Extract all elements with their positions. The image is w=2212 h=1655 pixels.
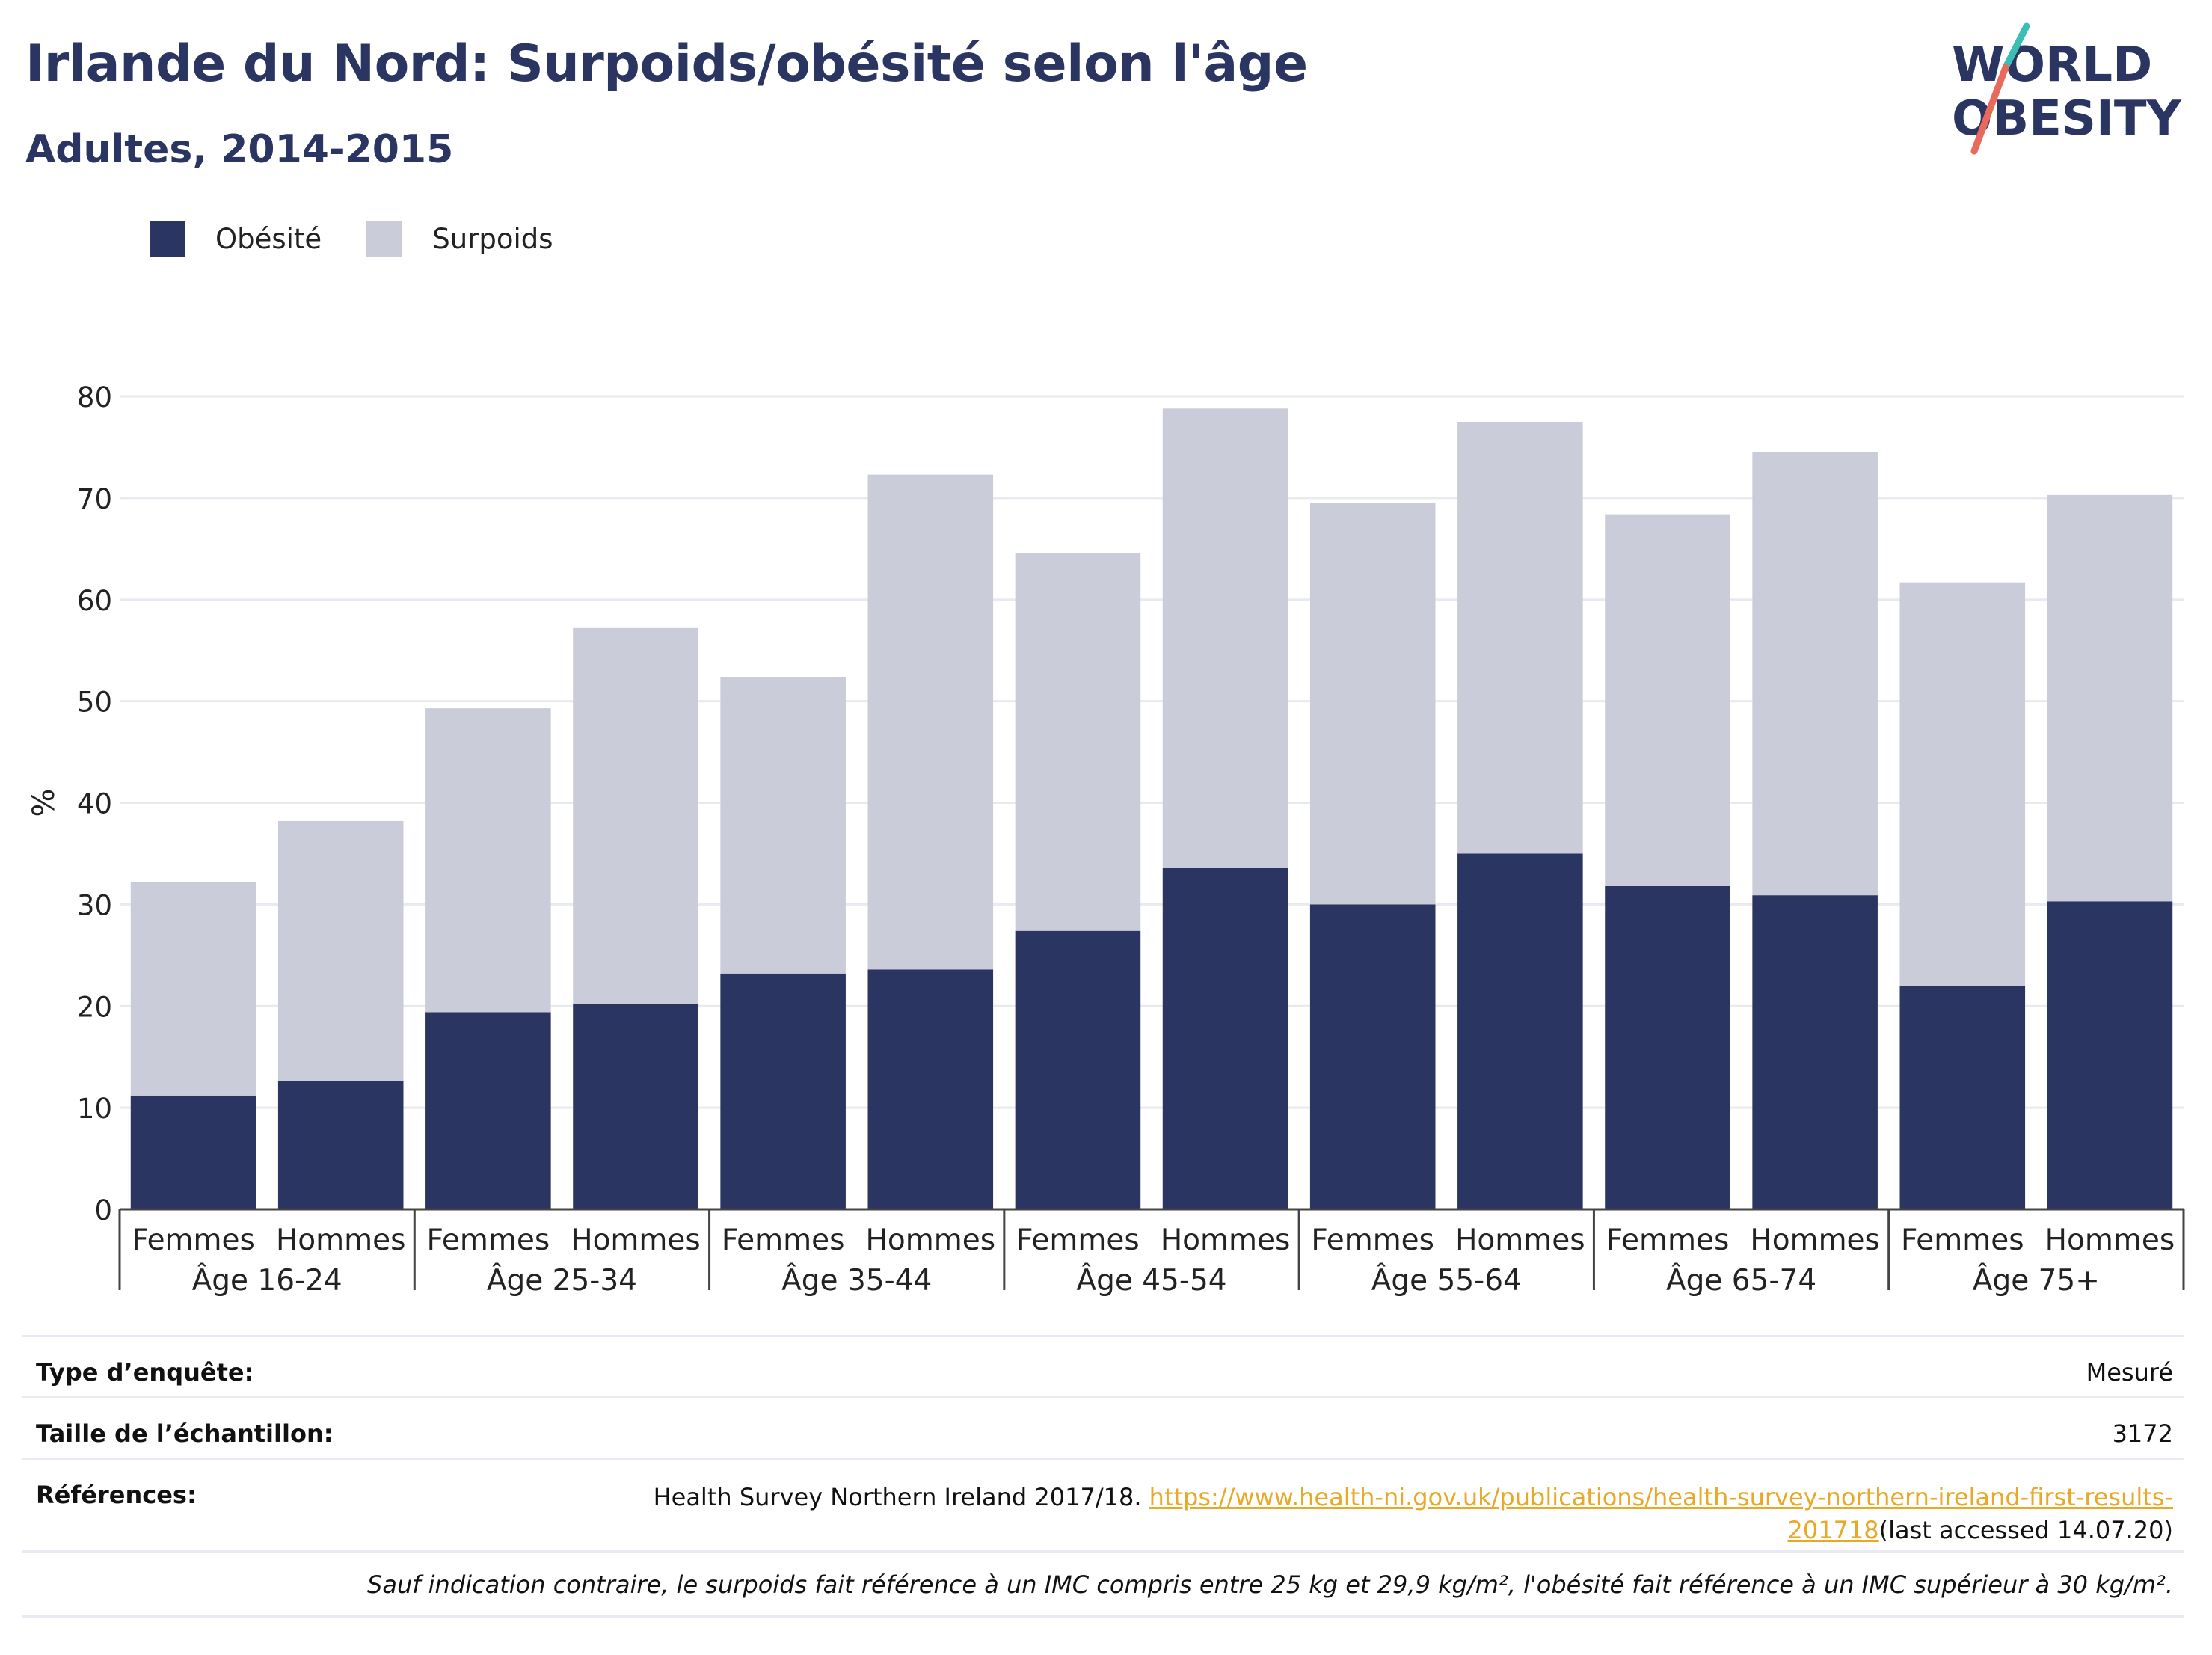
bar-overweight bbox=[1162, 408, 1288, 868]
x-category-label: Femmes bbox=[132, 1223, 255, 1257]
x-category-label: Femmes bbox=[1901, 1223, 2024, 1257]
y-tick-label: 10 bbox=[77, 1093, 112, 1125]
bar-overweight bbox=[425, 708, 551, 1013]
info-row-references: Références: Health Survey Northern Irela… bbox=[22, 1458, 2184, 1553]
x-group-label: Âge 75+ bbox=[1973, 1262, 2100, 1298]
legend-swatch-overweight bbox=[366, 221, 403, 257]
legend-label-obesity: Obésité bbox=[215, 222, 322, 255]
bar-obesity bbox=[1457, 853, 1583, 1209]
bar-obesity bbox=[2047, 901, 2173, 1209]
references-suffix: (last accessed 14.07.20) bbox=[1878, 1516, 2173, 1544]
y-tick-label: 80 bbox=[77, 381, 112, 414]
x-category-label: Femmes bbox=[722, 1223, 845, 1257]
bar-overweight bbox=[1457, 421, 1583, 854]
bar-obesity bbox=[1015, 930, 1141, 1209]
references-value: Health Survey Northern Ireland 2017/18. … bbox=[654, 1481, 2173, 1547]
bar-overweight bbox=[1309, 503, 1436, 905]
x-group-label: Âge 45-54 bbox=[1076, 1262, 1226, 1298]
world-obesity-logo: WORLD OBESITY bbox=[1952, 22, 2181, 155]
bar-overweight bbox=[1605, 514, 1730, 886]
legend-swatch-obesity bbox=[150, 221, 185, 257]
x-category-label: Hommes bbox=[1750, 1223, 1879, 1257]
bar-overweight bbox=[573, 627, 698, 1004]
x-category-label: Femmes bbox=[1016, 1223, 1140, 1257]
x-category-label: Femmes bbox=[1311, 1223, 1434, 1257]
bar-obesity bbox=[1899, 986, 2026, 1209]
sample-size-label: Taille de l’échantillon: bbox=[36, 1419, 334, 1448]
bar-obesity bbox=[425, 1012, 551, 1209]
x-group-label: Âge 16-24 bbox=[192, 1262, 342, 1298]
bar-overweight bbox=[277, 820, 404, 1081]
bar-obesity bbox=[277, 1081, 404, 1209]
bar-obesity bbox=[1162, 868, 1288, 1209]
definition-note: Sauf indication contraire, le surpoids f… bbox=[367, 1570, 2173, 1599]
y-tick-label: 20 bbox=[77, 991, 112, 1023]
references-link[interactable]: https://www.health-ni.gov.uk/publication… bbox=[1149, 1483, 2173, 1511]
x-category-label: Hommes bbox=[276, 1223, 405, 1257]
bar-obesity bbox=[1752, 895, 1878, 1209]
chart-subtitle: Adultes, 2014-2015 bbox=[25, 127, 454, 172]
bar-overweight bbox=[1752, 452, 1878, 896]
legend: Obésité Surpoids bbox=[150, 221, 598, 257]
x-category-label: Hommes bbox=[2045, 1223, 2175, 1257]
bar-obesity bbox=[1605, 885, 1730, 1209]
x-category-label: Hommes bbox=[571, 1223, 700, 1257]
bar-overweight bbox=[867, 474, 994, 970]
y-tick-label: 40 bbox=[77, 788, 112, 820]
bar-overweight bbox=[2047, 494, 2173, 902]
chart-title: Irlande du Nord: Surpoids/obésité selon … bbox=[25, 34, 1308, 93]
y-tick-label: 0 bbox=[94, 1194, 112, 1226]
bar-overweight bbox=[1015, 553, 1141, 931]
x-group-label: Âge 25-34 bbox=[487, 1262, 637, 1298]
x-category-label: Femmes bbox=[1606, 1223, 1730, 1257]
y-tick-label: 30 bbox=[77, 889, 112, 921]
bar-overweight bbox=[130, 882, 256, 1096]
survey-type-value: Mesuré bbox=[2086, 1358, 2173, 1387]
y-tick-label: 70 bbox=[77, 483, 112, 515]
bar-obesity bbox=[1309, 904, 1436, 1209]
survey-type-label: Type d’enquête: bbox=[36, 1358, 254, 1387]
x-category-label: Femmes bbox=[427, 1223, 550, 1257]
y-tick-label: 50 bbox=[77, 687, 112, 719]
bar-overweight bbox=[720, 677, 846, 974]
logo-slash-top bbox=[2002, 22, 2030, 71]
bar-obesity bbox=[573, 1004, 698, 1209]
logo-line1: WORLD bbox=[1952, 37, 2152, 93]
logo-slash-bottom bbox=[1970, 64, 2009, 155]
info-row-note: Sauf indication contraire, le surpoids f… bbox=[22, 1550, 2184, 1618]
x-category-label: Hommes bbox=[1455, 1223, 1585, 1257]
x-category-label: Hommes bbox=[1161, 1223, 1290, 1257]
x-category-label: Hommes bbox=[866, 1223, 995, 1257]
references-text: Health Survey Northern Ireland 2017/18. bbox=[653, 1483, 1149, 1511]
x-group-label: Âge 55-64 bbox=[1371, 1262, 1522, 1298]
references-link-cont[interactable]: 201718 bbox=[1787, 1516, 1879, 1544]
y-axis-label: % bbox=[27, 788, 61, 817]
bar-overweight bbox=[1899, 582, 2026, 986]
sample-size-value: 3172 bbox=[2112, 1419, 2173, 1448]
x-group-label: Âge 65-74 bbox=[1666, 1262, 1816, 1298]
bar-obesity bbox=[720, 973, 846, 1209]
legend-label-overweight: Surpoids bbox=[432, 222, 553, 255]
x-group-label: Âge 35-44 bbox=[781, 1262, 932, 1298]
bar-obesity bbox=[867, 969, 994, 1209]
info-row-sample-size: Taille de l’échantillon: 3172 bbox=[22, 1396, 2184, 1460]
references-label: Références: bbox=[36, 1481, 197, 1509]
stacked-bar-chart: 0 10 20 30 40 50 60 70 80% Femmes Hommes Femmes Homm… bbox=[27, 381, 2185, 1298]
bar-obesity bbox=[130, 1095, 256, 1209]
y-tick-label: 60 bbox=[77, 585, 112, 617]
info-row-survey-type: Type d’enquête: Mesuré bbox=[22, 1335, 2184, 1398]
